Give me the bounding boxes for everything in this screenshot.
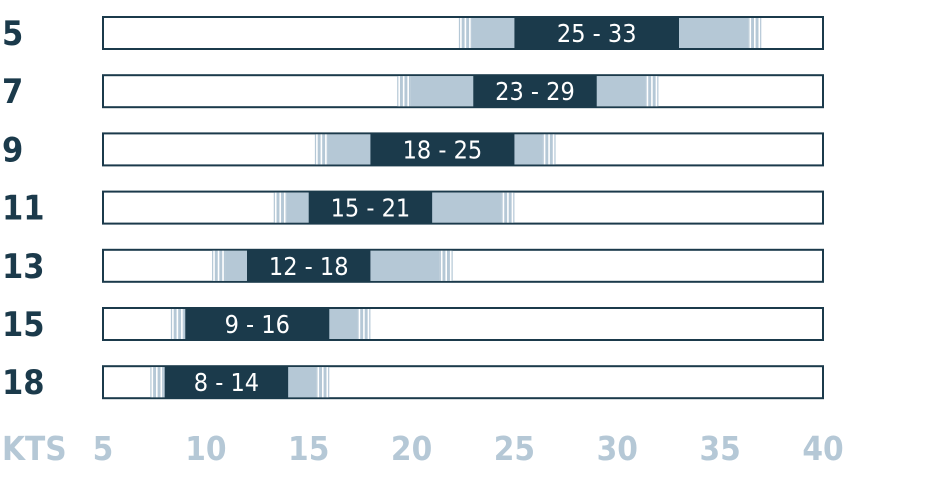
x-tick-label: 10 [185,429,226,468]
range-label: 18 - 25 [403,135,483,164]
optimal-range-bar [247,249,371,282]
range-label: 12 - 18 [269,252,349,281]
optimal-range-bar [370,133,515,166]
row-label: 7 [2,72,23,112]
range-label: 25 - 33 [557,19,637,48]
range-label: 8 - 14 [194,368,259,397]
row-label: 9 [2,130,23,170]
track [102,248,824,283]
optimal-range-bar [185,308,330,340]
optimal-range-bar [473,75,597,108]
row-label: 13 [2,247,45,287]
row-label: 5 [2,14,23,54]
x-tick-label: 40 [802,429,843,468]
x-tick-label: 30 [597,429,638,468]
row-9: 9 18 - 25 [2,130,824,170]
row-13: 13 12 - 18 [2,247,824,287]
optimal-range-bar [308,191,433,224]
row-label: 11 [2,189,45,229]
row-18: 18 8 - 14 [2,363,824,403]
row-15: 15 9 - 16 [2,305,824,345]
optimal-range-bar [514,17,679,49]
row-5: 5 25 - 33 [2,14,824,54]
x-tick-label: 25 [494,429,535,468]
x-tick-label: 15 [288,429,329,468]
range-label: 23 - 29 [495,77,575,106]
x-tick-label: 35 [699,429,740,468]
range-label: 15 - 21 [331,194,411,223]
row-label: 18 [2,363,45,403]
range-label: 9 - 16 [225,310,290,339]
x-tick-label: 5 [93,429,114,468]
x-axis-unit-label: KTS [2,429,67,468]
row-11: 11 15 - 21 [2,189,824,229]
row-7: 7 23 - 29 [2,72,824,112]
optimal-range-bar [164,366,289,399]
x-tick-label: 20 [391,429,432,468]
row-label: 15 [2,305,45,345]
